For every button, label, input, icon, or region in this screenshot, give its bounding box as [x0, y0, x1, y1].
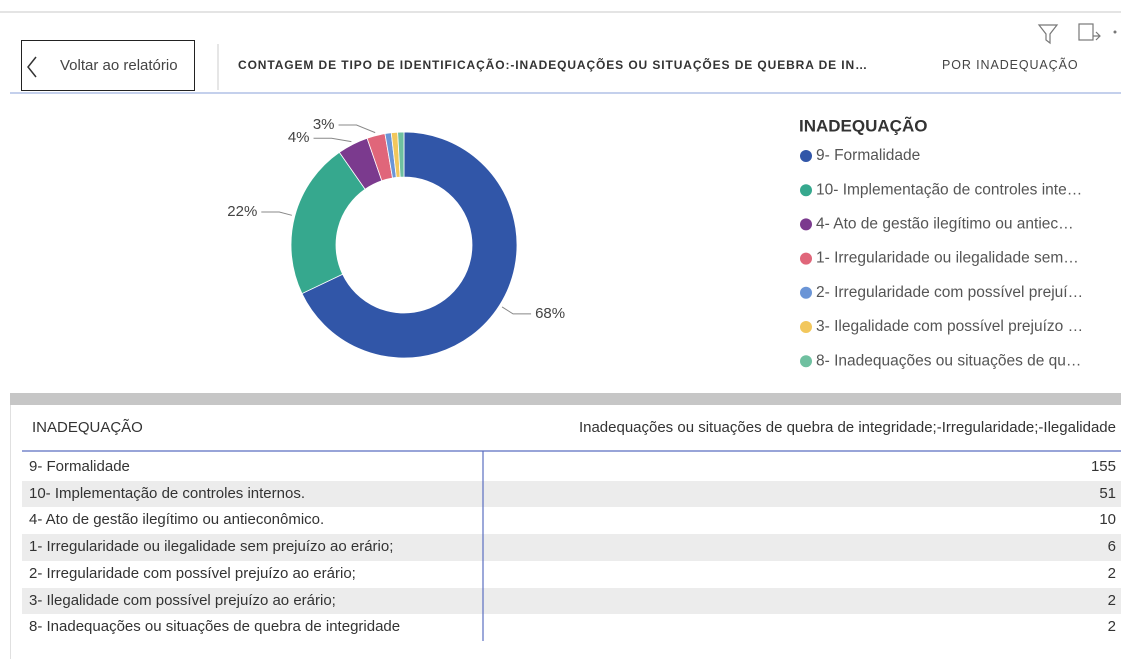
donut-slice	[301, 131, 518, 359]
cell-label: 3- Ilegalidade com possível prejuízo ao …	[29, 591, 336, 609]
cell-value: 6	[1107, 538, 1116, 556]
leader-line	[501, 306, 532, 315]
focus-arrow	[1093, 31, 1101, 41]
legend-swatch	[800, 218, 812, 231]
legend-label: 3- Ilegalidade com possível prejuízo …	[816, 318, 1083, 335]
legend-swatch	[800, 321, 812, 333]
legend-label: 9- Formalidade	[816, 147, 920, 164]
table-row: 3- Ilegalidade com possível prejuízo ao …	[22, 587, 1121, 615]
legend-swatch	[800, 150, 812, 162]
leader-line	[338, 124, 376, 134]
visual-subtitle: POR INADEQUAÇÃO	[942, 58, 1079, 72]
donut-chart: 68% 22% 4%3% INADEQUAÇÃO 9- Formalidade 10- I…	[227, 115, 1083, 369]
back-button[interactable]: Voltar ao relatório	[21, 40, 195, 91]
back-arrow	[27, 56, 37, 78]
legend-title: INADEQUAÇÃO	[799, 115, 927, 135]
legend-label: 8- Inadequações ou situações de qu…	[816, 352, 1081, 369]
legend-swatch	[800, 355, 812, 368]
table-row: 9- Formalidade 155	[22, 454, 1121, 481]
data-label: 3%	[313, 116, 335, 133]
table-row: 8- Inadequações ou situações de quebra d…	[22, 614, 1121, 641]
section-divider	[10, 393, 1121, 405]
leader-line	[313, 137, 352, 143]
cell-value: 2	[1107, 564, 1116, 582]
column-header: INADEQUAÇÃO	[32, 419, 143, 436]
legend-label: 4- Ato de gestão ilegítimo ou antiec…	[816, 215, 1074, 232]
legend-label: 10- Implementação de controles inte…	[816, 181, 1082, 198]
cell-value: 51	[1099, 484, 1116, 502]
visual-title: CONTAGEM DE TIPO DE IDENTIFICAÇÃO:-INADE…	[238, 58, 868, 72]
more-icon[interactable]	[1113, 30, 1117, 34]
cell-label: 4- Ato de gestão ilegítimo ou antieconôm…	[29, 511, 325, 529]
legend-label: 2- Irregularidade com possível prejuí…	[816, 284, 1083, 301]
table-row: 10- Implementação de controles internos.…	[22, 480, 1121, 508]
data-label: 22%	[227, 203, 257, 220]
donut-slice	[397, 131, 405, 178]
column-header-text: Inadequações ou situações de quebra de i…	[578, 419, 1116, 436]
cell-label: 9- Formalidade	[29, 458, 130, 475]
column-header: Inadequações ou situações de quebra de i…	[485, 419, 1116, 436]
legend-label: 1- Irregularidade ou ilegalidade sem…	[816, 250, 1079, 267]
cell-label: 1- Irregularidade ou ilegalidade sem pre…	[29, 538, 394, 556]
cell-label: 2- Irregularidade com possível prejuízo …	[29, 564, 356, 582]
cell-value: 155	[1090, 458, 1116, 475]
table-row: 1- Irregularidade ou ilegalidade sem pre…	[22, 534, 1121, 561]
legend-swatch	[800, 184, 812, 197]
legend-swatch	[800, 252, 812, 265]
cell-label: 10- Implementação de controles internos.	[29, 484, 305, 502]
legend-swatch	[800, 286, 812, 299]
filter-icon[interactable]	[1037, 24, 1059, 45]
table-row: 2- Irregularidade com possível prejuízo …	[22, 561, 1121, 588]
data-label: 4%	[288, 129, 310, 146]
table-row: 4- Ato de gestão ilegítimo ou antieconôm…	[22, 507, 1121, 534]
leader-line	[261, 211, 292, 216]
cell-value: 2	[1107, 591, 1116, 609]
focus-icon[interactable]	[1078, 23, 1094, 41]
cell-value: 10	[1099, 511, 1116, 529]
cell-value: 2	[1107, 618, 1116, 636]
data-label: 68%	[535, 305, 565, 322]
back-label: Voltar ao relatório	[60, 57, 178, 74]
cell-label: 8- Inadequações ou situações de quebra d…	[29, 618, 401, 636]
